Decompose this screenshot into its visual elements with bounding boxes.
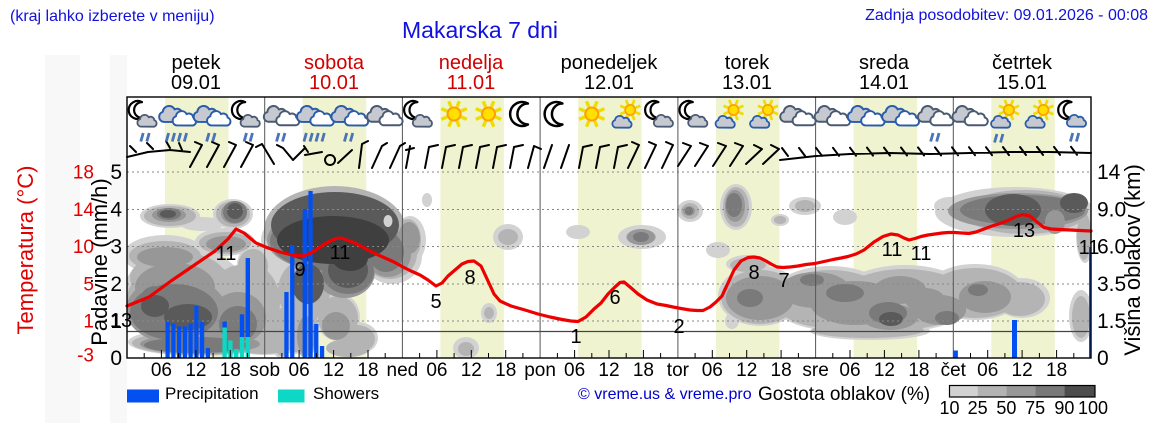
svg-text:7: 7 — [778, 270, 789, 292]
svg-text:sre: sre — [802, 360, 828, 381]
svg-text:9: 9 — [294, 259, 305, 281]
svg-text:11: 11 — [1079, 237, 1100, 259]
svg-text:18: 18 — [357, 360, 378, 381]
svg-text:14: 14 — [73, 200, 95, 221]
svg-text:18: 18 — [495, 360, 516, 381]
svg-text:75: 75 — [1025, 398, 1045, 418]
svg-text:18: 18 — [908, 360, 929, 381]
svg-text:25: 25 — [968, 398, 988, 418]
svg-text:-3: -3 — [77, 346, 94, 367]
svg-text:tor: tor — [667, 360, 690, 381]
svg-text:11: 11 — [882, 239, 903, 261]
svg-text:13: 13 — [1013, 220, 1035, 242]
svg-text:12: 12 — [323, 360, 344, 381]
svg-text:2: 2 — [110, 273, 122, 296]
svg-text:11: 11 — [330, 242, 351, 264]
svg-text:06: 06 — [151, 360, 172, 381]
svg-text:1: 1 — [83, 312, 94, 333]
svg-text:12: 12 — [1012, 360, 1033, 381]
svg-text:8: 8 — [464, 267, 475, 289]
svg-text:06: 06 — [839, 360, 860, 381]
svg-text:4: 4 — [110, 199, 122, 222]
svg-text:18: 18 — [1046, 360, 1067, 381]
svg-text:sob: sob — [249, 360, 280, 381]
svg-text:3: 3 — [110, 236, 122, 259]
svg-text:06: 06 — [426, 360, 447, 381]
svg-text:0: 0 — [1097, 347, 1109, 370]
svg-text:10: 10 — [73, 237, 94, 258]
svg-text:06: 06 — [564, 360, 585, 381]
svg-text:5: 5 — [110, 161, 122, 184]
svg-text:11: 11 — [911, 243, 932, 265]
svg-text:06: 06 — [289, 360, 310, 381]
svg-text:100: 100 — [1078, 398, 1108, 418]
svg-text:1: 1 — [110, 310, 122, 333]
svg-text:1: 1 — [570, 326, 581, 348]
svg-text:Temperatura (°C): Temperatura (°C) — [13, 166, 38, 335]
svg-text:čet: čet — [941, 360, 967, 381]
svg-text:18: 18 — [220, 360, 241, 381]
svg-text:18: 18 — [771, 360, 792, 381]
svg-text:pon: pon — [524, 360, 556, 381]
svg-text:12: 12 — [598, 360, 619, 381]
svg-text:5: 5 — [83, 275, 94, 296]
svg-text:3.5: 3.5 — [1097, 273, 1126, 296]
svg-text:5: 5 — [430, 291, 441, 313]
svg-text:6.0: 6.0 — [1097, 236, 1126, 259]
svg-text:12: 12 — [874, 360, 895, 381]
svg-text:10: 10 — [939, 398, 959, 418]
svg-text:9.0: 9.0 — [1097, 199, 1126, 222]
svg-text:Višina oblakov (km): Višina oblakov (km) — [1120, 164, 1145, 356]
svg-text:8: 8 — [748, 262, 759, 284]
svg-text:06: 06 — [977, 360, 998, 381]
svg-text:14: 14 — [1097, 161, 1121, 184]
svg-text:Gostota oblakov (%): Gostota oblakov (%) — [758, 384, 930, 405]
svg-text:Padavine (mm/h): Padavine (mm/h) — [87, 178, 112, 346]
svg-text:12: 12 — [736, 360, 757, 381]
svg-text:90: 90 — [1054, 398, 1074, 418]
svg-text:06: 06 — [702, 360, 723, 381]
svg-text:18: 18 — [73, 163, 94, 184]
svg-text:12: 12 — [461, 360, 482, 381]
svg-text:© vreme.us & vreme.pro: © vreme.us & vreme.pro — [578, 386, 752, 403]
svg-text:50: 50 — [996, 398, 1016, 418]
svg-text:2: 2 — [673, 316, 684, 338]
svg-text:6: 6 — [609, 287, 620, 309]
svg-text:1.5: 1.5 — [1097, 310, 1126, 333]
svg-text:Precipitation: Precipitation — [165, 384, 259, 403]
svg-text:18: 18 — [633, 360, 654, 381]
svg-text:12: 12 — [185, 360, 206, 381]
svg-text:11: 11 — [216, 243, 237, 265]
svg-text:Showers: Showers — [313, 384, 379, 403]
svg-text:ned: ned — [387, 360, 419, 381]
svg-text:0: 0 — [110, 347, 122, 370]
